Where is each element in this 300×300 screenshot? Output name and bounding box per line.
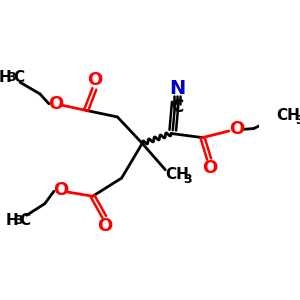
- Text: 3: 3: [295, 114, 300, 127]
- Text: 3: 3: [14, 214, 23, 227]
- Text: C: C: [13, 70, 24, 85]
- Text: 3: 3: [183, 173, 192, 186]
- Text: CH: CH: [276, 108, 300, 123]
- Text: O: O: [87, 71, 102, 89]
- Text: O: O: [97, 217, 112, 235]
- Text: C: C: [20, 213, 31, 228]
- Text: C: C: [171, 98, 183, 116]
- Text: N: N: [169, 80, 185, 98]
- Text: O: O: [229, 120, 244, 138]
- Text: O: O: [48, 95, 63, 113]
- Text: H: H: [0, 70, 12, 85]
- Text: 3: 3: [8, 71, 16, 84]
- Text: CH: CH: [165, 167, 189, 182]
- Text: H: H: [5, 213, 18, 228]
- Text: O: O: [53, 182, 68, 200]
- Text: O: O: [202, 159, 218, 177]
